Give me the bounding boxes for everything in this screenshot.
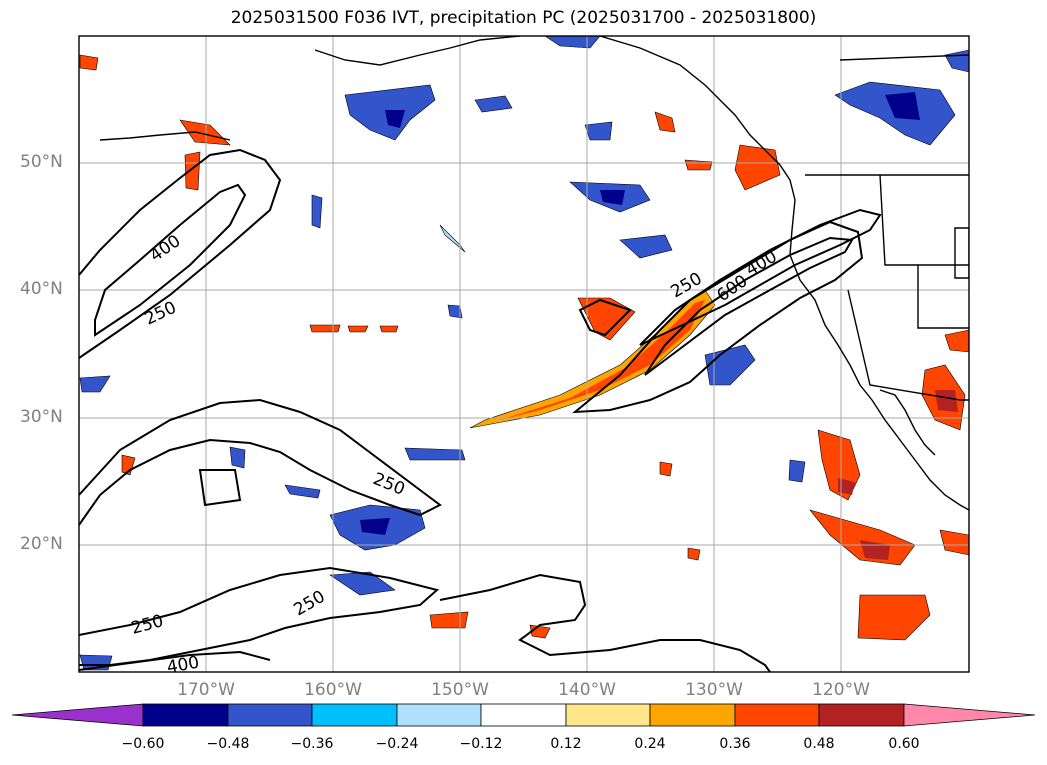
colorbar-tick: 0.60 xyxy=(888,736,920,752)
colorbar-tick: 0.24 xyxy=(634,736,666,752)
colorbar-bin xyxy=(818,703,905,727)
colorbar-tick: −0.60 xyxy=(121,736,165,752)
lon-label-170w: 170°W xyxy=(177,680,235,700)
lon-label-120w: 120°W xyxy=(812,680,870,700)
map-title: 2025031500 F036 IVT, precipitation PC (2… xyxy=(230,8,817,28)
colorbar-tick: 0.48 xyxy=(803,736,835,752)
colorbar-bin xyxy=(227,703,313,727)
colorbar-tick: −0.48 xyxy=(206,736,250,752)
colorbar-tick: −0.36 xyxy=(290,736,334,752)
colorbar-tick: 0.12 xyxy=(550,736,582,752)
colorbar-bin xyxy=(649,703,736,727)
colorbar xyxy=(11,703,1036,727)
colorbar-bin xyxy=(565,703,651,727)
colorbar-tick: −0.24 xyxy=(375,736,419,752)
map-frame xyxy=(78,35,970,673)
graticule xyxy=(79,36,969,672)
coastlines xyxy=(99,36,969,511)
colorbar-bin xyxy=(311,703,398,727)
colorbar-extend-right xyxy=(903,703,1036,727)
lon-label-150w: 150°W xyxy=(431,680,489,700)
lat-label-30n: 30°N xyxy=(20,407,63,427)
lat-label-20n: 20°N xyxy=(20,534,63,554)
lon-label-160w: 160°W xyxy=(304,680,362,700)
colorbar-extend-left xyxy=(11,703,144,727)
colorbar-tick: 0.36 xyxy=(719,736,751,752)
lon-label-130w: 130°W xyxy=(685,680,743,700)
colorbar-bin xyxy=(734,703,820,727)
lat-label-40n: 40°N xyxy=(20,279,63,299)
precip-negative-areas xyxy=(79,36,969,671)
contour-label: 400 xyxy=(165,653,200,678)
colorbar-bin xyxy=(396,703,482,727)
colorbar-tick: −0.12 xyxy=(459,736,503,752)
map-panel: 400 250 250 250 250 400 250 600 400 xyxy=(79,36,969,678)
lat-label-50n: 50°N xyxy=(20,152,63,172)
colorbar-bin xyxy=(480,703,567,727)
ivt-contours xyxy=(79,148,882,672)
colorbar-bin xyxy=(142,703,229,727)
lon-label-140w: 140°W xyxy=(558,680,616,700)
